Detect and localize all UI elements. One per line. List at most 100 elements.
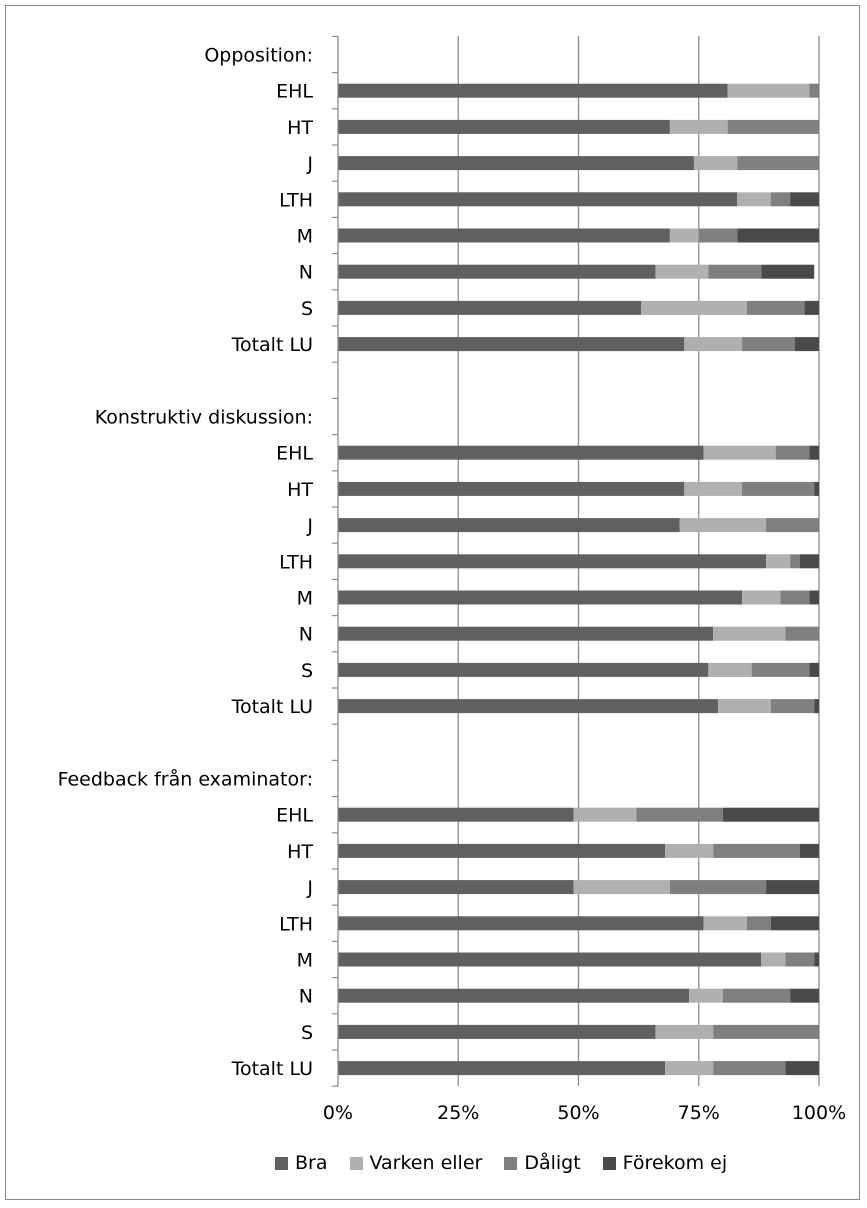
bar-segment	[338, 1024, 656, 1039]
bar-segment	[727, 83, 810, 98]
bar-segment	[713, 626, 786, 641]
bar-segment	[338, 626, 714, 641]
bar-segment	[338, 662, 709, 677]
bar-segment	[737, 228, 819, 243]
category-label: HT	[287, 479, 313, 501]
bar-segment	[713, 1024, 819, 1039]
bar-segment	[746, 300, 805, 315]
bar-segment	[737, 156, 819, 171]
category-label: EHL	[276, 443, 313, 465]
bar-segment	[722, 807, 819, 822]
bar-segment	[804, 300, 819, 315]
bar-segment	[708, 662, 752, 677]
bar-segment	[669, 228, 699, 243]
bar-segment	[703, 445, 776, 460]
bar-segment	[703, 916, 747, 931]
bar-segment	[713, 1061, 786, 1076]
bar-segment	[785, 1061, 819, 1076]
bar-segment	[766, 554, 791, 569]
legend-swatch	[504, 1156, 518, 1170]
x-tick-label: 75%	[678, 1102, 720, 1124]
bar-segment	[775, 445, 810, 460]
bar-segment	[809, 590, 819, 605]
legend-label: Bra	[295, 1152, 328, 1174]
x-tick-label: 0%	[323, 1102, 353, 1124]
category-label: S	[301, 298, 313, 320]
category-label: Totalt LU	[231, 334, 313, 356]
bar-segment	[338, 228, 670, 243]
legend-label: Dåligt	[524, 1152, 581, 1174]
bar-segment	[814, 699, 819, 714]
bar-segment	[770, 699, 815, 714]
bar-segment	[338, 119, 670, 134]
bar-segment	[746, 916, 771, 931]
bar-segment	[780, 590, 810, 605]
bar-segment	[814, 952, 819, 967]
bar-segment	[814, 481, 819, 496]
bar-segment	[338, 518, 680, 533]
bar-segment	[573, 880, 670, 895]
category-label: EHL	[276, 805, 313, 827]
legend-swatch	[349, 1156, 363, 1170]
legend-item: Bra	[275, 1152, 328, 1174]
bar-segment	[708, 264, 762, 279]
category-label: EHL	[276, 81, 313, 103]
bar-segment	[689, 988, 723, 1003]
bar-segment	[809, 445, 819, 460]
bar-segment	[338, 807, 574, 822]
category-label: Opposition:	[204, 45, 313, 67]
category-label: LTH	[279, 913, 313, 935]
category-label: LTH	[279, 551, 313, 573]
legend-label: Varken eller	[369, 1152, 483, 1174]
legend-swatch	[602, 1156, 616, 1170]
x-tick-label: 100%	[792, 1102, 846, 1124]
bar-segment	[338, 880, 574, 895]
category-label: N	[299, 986, 313, 1008]
bar-segment	[698, 228, 738, 243]
bar-segment	[641, 300, 747, 315]
bar-segment	[794, 337, 819, 352]
bar-segment	[790, 192, 819, 207]
category-label: J	[306, 153, 313, 175]
category-label: Totalt LU	[231, 696, 313, 718]
bar-segment	[338, 1061, 666, 1076]
bar-segment	[799, 554, 819, 569]
x-tick-label: 25%	[437, 1102, 479, 1124]
bar-segment	[338, 590, 743, 605]
bar-segment	[338, 699, 718, 714]
category-label: LTH	[279, 189, 313, 211]
bar-segment	[338, 916, 704, 931]
category-label: J	[306, 515, 313, 537]
bar-segment	[809, 83, 819, 98]
bar-segment	[655, 1024, 714, 1039]
bar-segment	[665, 1061, 714, 1076]
category-label: HT	[287, 841, 313, 863]
category-label: M	[297, 588, 313, 610]
bar-segment	[770, 192, 791, 207]
bar-segment	[727, 119, 819, 134]
bar-segment	[790, 554, 800, 569]
bar-segment	[338, 300, 642, 315]
bar-segment	[761, 264, 815, 279]
bar-segment	[665, 843, 714, 858]
bar-segment	[636, 807, 723, 822]
category-label: J	[306, 877, 313, 899]
bar-segment	[669, 119, 728, 134]
bar-segment	[785, 952, 815, 967]
legend-swatch	[275, 1156, 288, 1170]
bar-segment	[669, 880, 767, 895]
category-label: Totalt LU	[231, 1058, 313, 1080]
legend-item: Dåligt	[504, 1152, 581, 1174]
bar-segment	[338, 481, 685, 496]
bar-segment	[742, 590, 781, 605]
bar-segment	[785, 626, 819, 641]
category-label: M	[297, 226, 313, 248]
category-label: N	[299, 624, 313, 646]
bar-segment	[790, 988, 819, 1003]
bar-segment	[751, 662, 810, 677]
category-label: S	[301, 660, 313, 682]
bar-segment	[338, 156, 694, 171]
category-label: HT	[287, 117, 313, 139]
legend: Bra Varken eller Dåligt Förekom ej	[275, 1150, 749, 1176]
